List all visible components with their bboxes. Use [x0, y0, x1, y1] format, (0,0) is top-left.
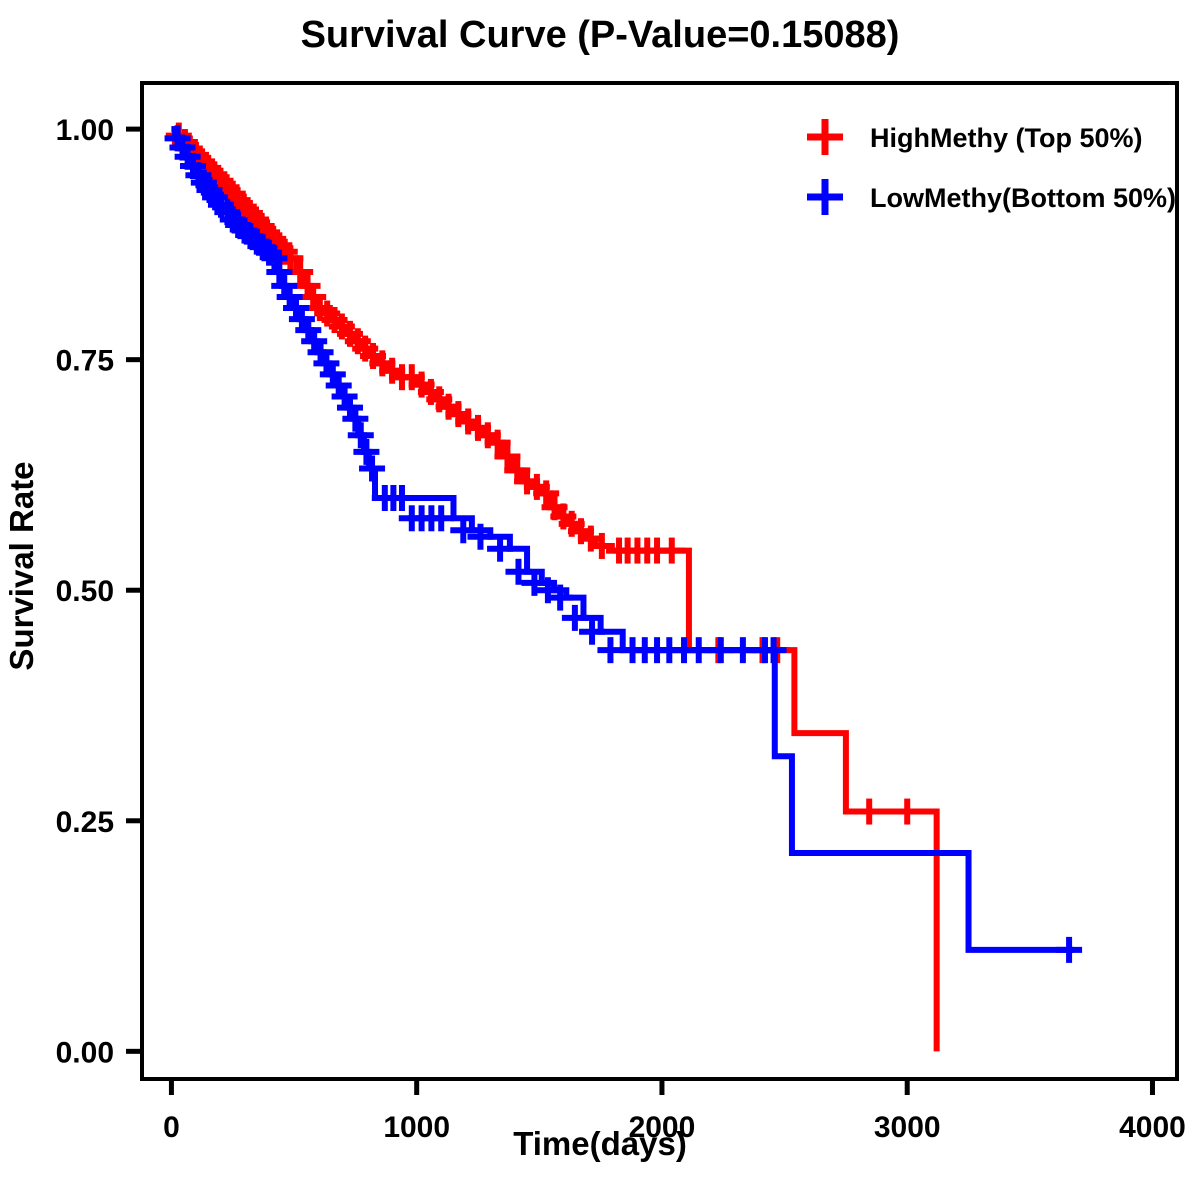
x-axis-label: Time(days): [513, 1125, 687, 1162]
y-axis-ticks: 0.00 0.25 0.50 0.75 1.00: [56, 114, 142, 1069]
legend-label: HighMethy (Top 50%): [870, 123, 1143, 153]
x-axis-ticks: 0 1000 2000 3000 4000: [163, 1079, 1186, 1144]
y-tick-label: 0.00: [56, 1036, 114, 1069]
legend-plus-icon: [807, 179, 843, 215]
censor-marks: [164, 125, 1083, 963]
chart-title: Survival Curve (P-Value=0.15088): [300, 14, 900, 56]
x-tick-label: 4000: [1119, 1111, 1186, 1144]
y-tick-label: 1.00: [56, 114, 114, 147]
series-low-methy: [164, 125, 1083, 963]
series-layer: [164, 122, 1083, 1052]
y-tick-label: 0.25: [56, 806, 114, 839]
x-tick-label: 0: [163, 1111, 180, 1144]
censor-marks: [165, 122, 921, 825]
legend: HighMethy (Top 50%) LowMethy(Bottom 50%): [807, 119, 1176, 215]
x-tick-label: 1000: [383, 1111, 450, 1144]
panel-frame: [140, 81, 1179, 1081]
legend-plus-icon: [807, 119, 843, 155]
legend-item[interactable]: HighMethy (Top 50%): [807, 119, 1143, 155]
y-tick-label: 0.50: [56, 575, 114, 608]
y-tick-label: 0.75: [56, 345, 114, 378]
x-tick-label: 3000: [874, 1111, 941, 1144]
x-tick-label: 2000: [629, 1111, 696, 1144]
legend-item[interactable]: LowMethy(Bottom 50%): [807, 179, 1176, 215]
legend-label: LowMethy(Bottom 50%): [870, 183, 1176, 213]
